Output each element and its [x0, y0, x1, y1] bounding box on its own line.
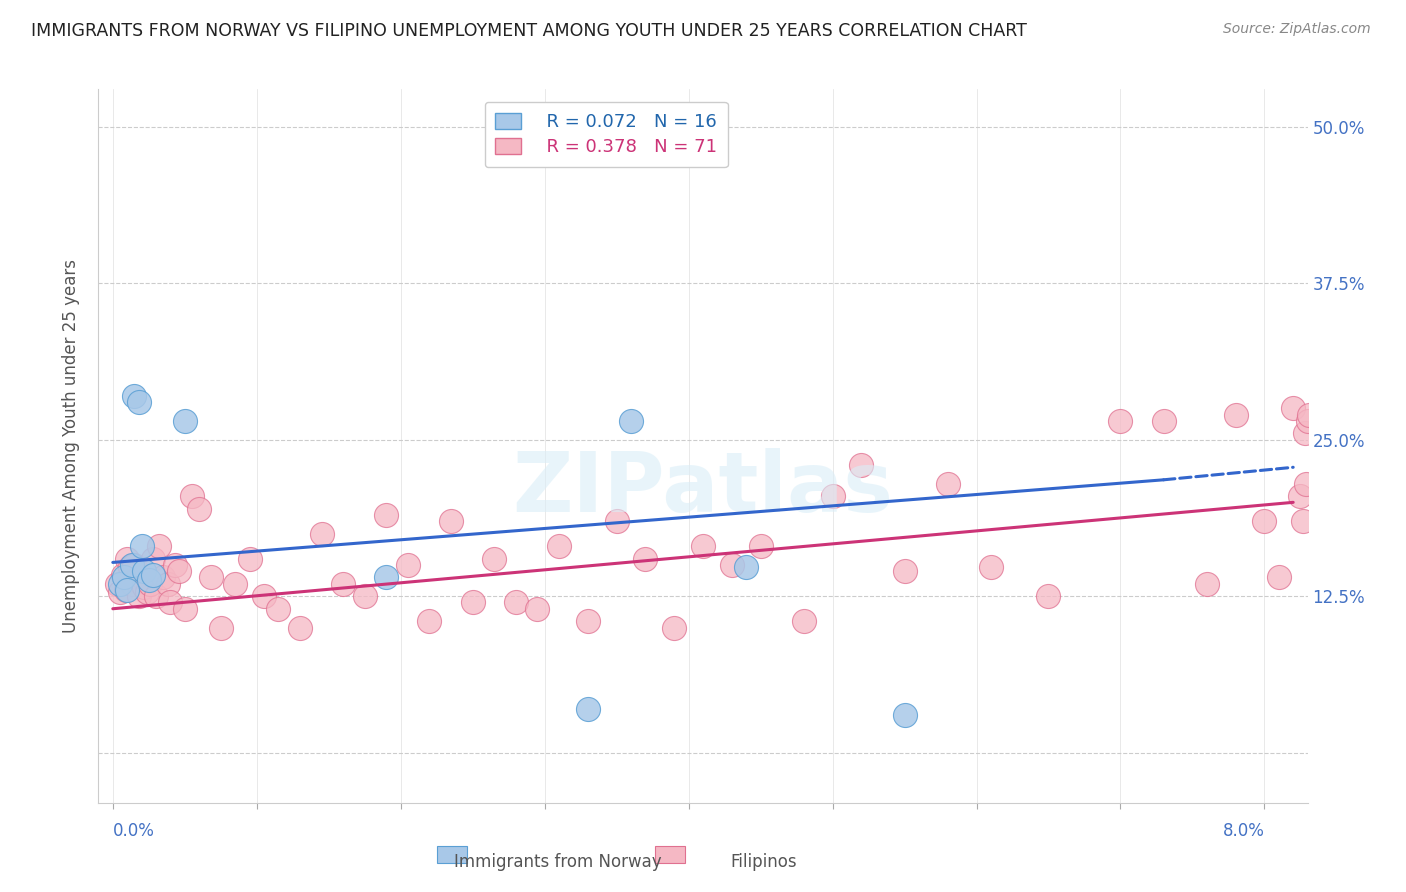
Point: [620, 414, 643, 428]
Point: [131, 570, 153, 584]
Point: [375, 570, 398, 584]
Point: [115, 582, 138, 597]
Point: [893, 564, 915, 578]
Point: [332, 576, 354, 591]
Point: [749, 539, 772, 553]
Point: [692, 539, 714, 553]
Point: [576, 702, 599, 716]
Point: [209, 621, 232, 635]
Point: [1109, 414, 1132, 428]
Point: [159, 595, 181, 609]
Point: [148, 539, 170, 553]
Point: [505, 595, 527, 609]
Point: [142, 551, 165, 566]
Point: [114, 582, 136, 597]
Point: [288, 621, 311, 635]
Point: [576, 614, 599, 628]
FancyBboxPatch shape: [655, 846, 685, 863]
Point: [548, 539, 571, 553]
Legend:   R = 0.072   N = 16,   R = 0.378   N = 71: R = 0.072 N = 16, R = 0.378 N = 71: [485, 102, 728, 167]
Point: [120, 560, 142, 574]
Point: [440, 514, 463, 528]
Point: [634, 551, 657, 566]
Point: [121, 576, 143, 591]
Point: [125, 573, 148, 587]
Text: 0.0%: 0.0%: [112, 822, 155, 839]
Point: [396, 558, 419, 572]
Point: [720, 558, 742, 572]
Point: [375, 508, 398, 522]
Point: [821, 489, 844, 503]
Point: [138, 573, 160, 587]
Point: [606, 514, 628, 528]
Point: [128, 589, 150, 603]
Text: Immigrants from Norway: Immigrants from Norway: [454, 853, 662, 871]
Text: ZIPatlas: ZIPatlas: [513, 449, 893, 529]
Point: [311, 526, 333, 541]
Point: [108, 585, 131, 599]
Point: [1292, 514, 1315, 528]
Point: [1038, 589, 1060, 603]
Text: 8.0%: 8.0%: [1223, 822, 1264, 839]
Point: [980, 560, 1002, 574]
Point: [353, 589, 375, 603]
Text: IMMIGRANTS FROM NORWAY VS FILIPINO UNEMPLOYMENT AMONG YOUTH UNDER 25 YEARS CORRE: IMMIGRANTS FROM NORWAY VS FILIPINO UNEMP…: [31, 22, 1026, 40]
Point: [1153, 414, 1175, 428]
Point: [124, 558, 146, 572]
Point: [224, 576, 246, 591]
Point: [1289, 489, 1312, 503]
Point: [131, 539, 153, 553]
Point: [893, 708, 915, 723]
Text: Filipinos: Filipinos: [730, 853, 797, 871]
Point: [1298, 408, 1320, 422]
Point: [108, 576, 131, 591]
Point: [152, 570, 174, 584]
Point: [167, 564, 190, 578]
Point: [851, 458, 873, 472]
Point: [461, 595, 484, 609]
Point: [793, 614, 815, 628]
Point: [134, 564, 156, 578]
Point: [735, 560, 758, 574]
Point: [1268, 570, 1291, 584]
Point: [1282, 401, 1305, 416]
Point: [253, 589, 276, 603]
Y-axis label: Unemployment Among Youth under 25 years: Unemployment Among Youth under 25 years: [62, 259, 80, 633]
Point: [181, 489, 204, 503]
Point: [105, 576, 128, 591]
Point: [173, 414, 195, 428]
Point: [111, 568, 134, 582]
Point: [121, 558, 143, 572]
Point: [1296, 414, 1319, 428]
Point: [664, 621, 686, 635]
Point: [1253, 514, 1275, 528]
Point: [145, 589, 167, 603]
Point: [200, 570, 222, 584]
Point: [115, 551, 138, 566]
Point: [1225, 408, 1247, 422]
Point: [134, 581, 156, 595]
Point: [936, 476, 959, 491]
Point: [139, 576, 162, 591]
FancyBboxPatch shape: [437, 846, 467, 863]
Point: [239, 551, 262, 566]
Text: Source: ZipAtlas.com: Source: ZipAtlas.com: [1223, 22, 1371, 37]
Point: [112, 570, 135, 584]
Point: [526, 601, 548, 615]
Point: [418, 614, 440, 628]
Point: [188, 501, 211, 516]
Point: [267, 601, 290, 615]
Point: [484, 551, 506, 566]
Point: [1195, 576, 1218, 591]
Point: [1295, 476, 1317, 491]
Point: [136, 585, 159, 599]
Point: [1294, 426, 1316, 441]
Point: [128, 395, 150, 409]
Point: [173, 601, 195, 615]
Point: [163, 558, 186, 572]
Point: [124, 389, 146, 403]
Point: [142, 568, 165, 582]
Point: [156, 576, 179, 591]
